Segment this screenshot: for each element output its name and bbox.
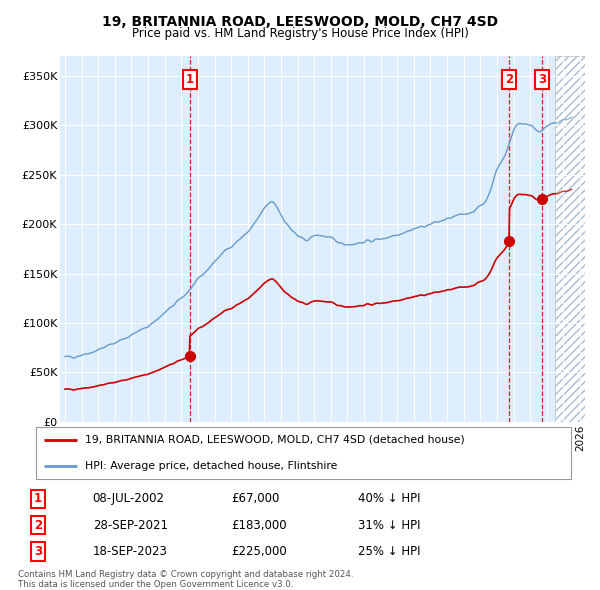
Text: 18-SEP-2023: 18-SEP-2023	[92, 545, 167, 558]
Text: Contains HM Land Registry data © Crown copyright and database right 2024.
This d: Contains HM Land Registry data © Crown c…	[18, 570, 353, 589]
Bar	[555, 56, 585, 422]
Text: 28-SEP-2021: 28-SEP-2021	[92, 519, 167, 532]
Text: £183,000: £183,000	[231, 519, 287, 532]
Text: 1: 1	[186, 73, 194, 86]
Text: £225,000: £225,000	[231, 545, 287, 558]
Text: Price paid vs. HM Land Registry's House Price Index (HPI): Price paid vs. HM Land Registry's House …	[131, 27, 469, 40]
Text: 1: 1	[34, 492, 42, 505]
Text: 40% ↓ HPI: 40% ↓ HPI	[358, 492, 420, 505]
Text: 2: 2	[34, 519, 42, 532]
FancyBboxPatch shape	[35, 427, 571, 478]
Text: 19, BRITANNIA ROAD, LEESWOOD, MOLD, CH7 4SD: 19, BRITANNIA ROAD, LEESWOOD, MOLD, CH7 …	[102, 15, 498, 29]
Text: £67,000: £67,000	[231, 492, 279, 505]
Text: 2: 2	[505, 73, 514, 86]
Text: 08-JUL-2002: 08-JUL-2002	[92, 492, 164, 505]
Bar	[555, 56, 585, 422]
Text: 25% ↓ HPI: 25% ↓ HPI	[358, 545, 420, 558]
Text: 19, BRITANNIA ROAD, LEESWOOD, MOLD, CH7 4SD (detached house): 19, BRITANNIA ROAD, LEESWOOD, MOLD, CH7 …	[85, 435, 465, 445]
Text: HPI: Average price, detached house, Flintshire: HPI: Average price, detached house, Flin…	[85, 461, 338, 471]
Text: 31% ↓ HPI: 31% ↓ HPI	[358, 519, 420, 532]
Text: 3: 3	[34, 545, 42, 558]
Text: 3: 3	[538, 73, 546, 86]
